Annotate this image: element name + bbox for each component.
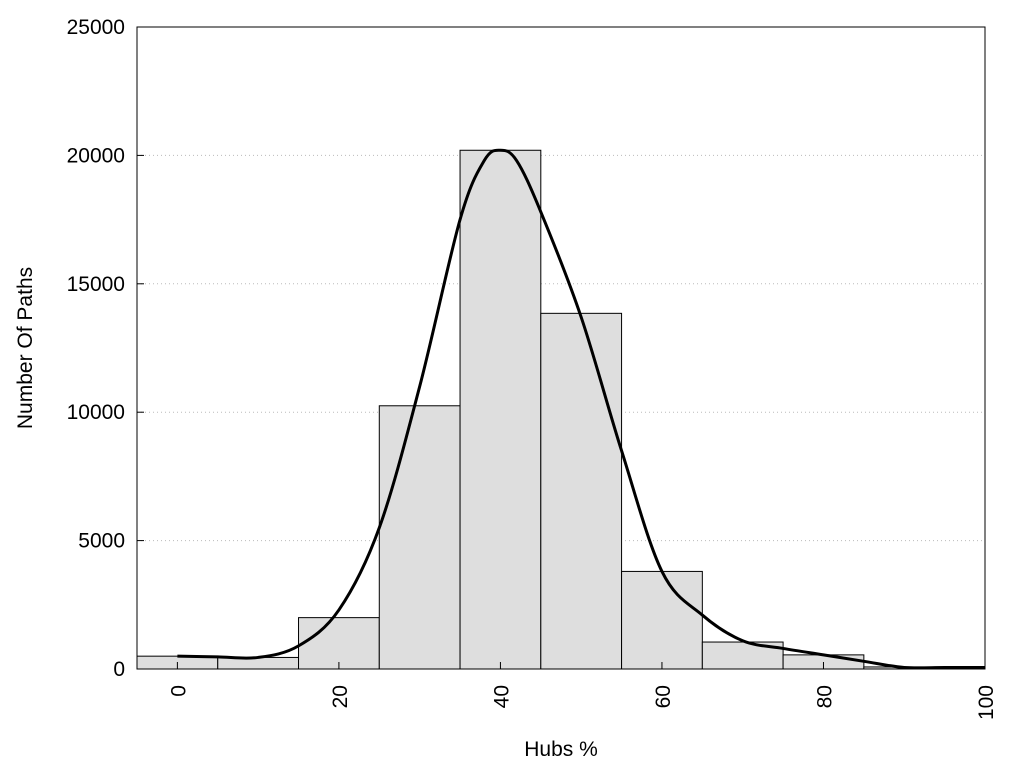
histogram-bar-50 — [540, 312, 623, 670]
histogram-bar-40 — [459, 149, 542, 670]
y-tick-label-0: 0 — [113, 658, 125, 681]
x-tick-label-40: 40 — [490, 685, 513, 708]
x-axis-label: Hubs % — [524, 738, 598, 761]
y-axis-ticks: 0 5000 10000 15000 20000 25000 — [67, 16, 144, 681]
histogram-bar-10 — [217, 656, 300, 670]
y-tick-label-10000: 10000 — [67, 401, 125, 424]
x-tick-label-100: 100 — [975, 685, 998, 720]
histogram-bar-20 — [298, 617, 380, 670]
density-curve — [177, 148, 985, 670]
y-tick-label-5000: 5000 — [78, 530, 125, 553]
x-tick-label-20: 20 — [329, 685, 352, 708]
y-tick-label-25000: 25000 — [67, 16, 125, 39]
y-tick-label-15000: 15000 — [67, 273, 125, 296]
histogram-bar-30 — [378, 405, 461, 670]
y-tick-label-20000: 20000 — [67, 144, 125, 167]
x-tick-label-80: 80 — [813, 685, 836, 708]
x-tick-label-60: 60 — [652, 685, 675, 708]
bars — [136, 149, 986, 670]
x-axis-ticks: 0 20 40 60 80 100 — [167, 662, 998, 720]
y-axis-label: Number Of Paths — [14, 267, 37, 429]
histogram-bar-60 — [621, 570, 703, 670]
density-curve-layer — [177, 148, 985, 670]
plot-frame — [136, 26, 986, 670]
x-tick-label-0: 0 — [167, 685, 190, 697]
